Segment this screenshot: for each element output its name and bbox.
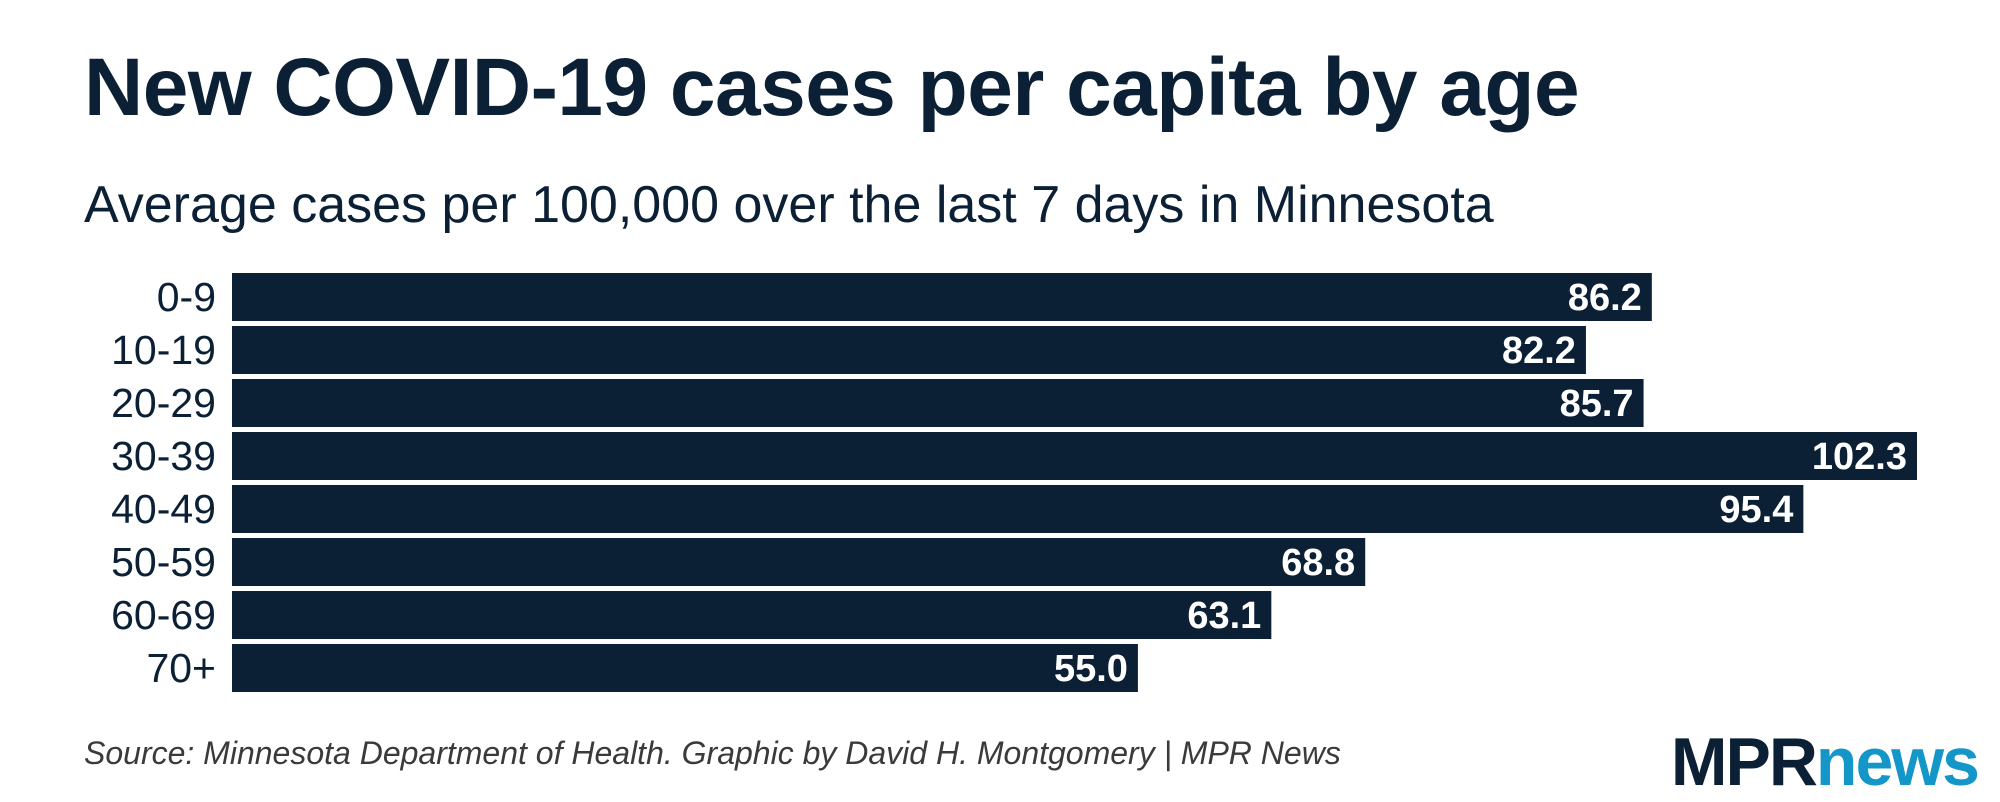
bar-70+ xyxy=(232,644,1138,692)
category-label-0-9: 0-9 xyxy=(157,274,216,320)
value-label-50-59: 68.8 xyxy=(1281,542,1355,584)
value-label-30-39: 102.3 xyxy=(1812,436,1907,478)
category-label-20-29: 20-29 xyxy=(111,380,216,426)
bar-20-29 xyxy=(232,379,1644,427)
bar-60-69 xyxy=(232,591,1272,639)
chart-subtitle: Average cases per 100,000 over the last … xyxy=(84,176,1494,234)
bar-40-49 xyxy=(232,485,1804,533)
value-label-70+: 55.0 xyxy=(1054,648,1128,690)
bar-chart: 0-9 86.2 10-19 82.2 20-29 85.7 30-39 102.3 40-49… xyxy=(111,273,1917,692)
value-label-60-69: 63.1 xyxy=(1187,595,1261,637)
category-label-30-39: 30-39 xyxy=(111,433,216,479)
value-label-10-19: 82.2 xyxy=(1502,330,1576,372)
bar-30-39 xyxy=(232,432,1917,480)
value-label-20-29: 85.7 xyxy=(1560,383,1634,425)
bar-10-19 xyxy=(232,326,1586,374)
category-label-70+: 70+ xyxy=(146,645,216,691)
source-note: Source: Minnesota Department of Health. … xyxy=(84,735,1341,771)
logo-news-text: news xyxy=(1815,724,1980,800)
mpr-news-logo: MPRnews xyxy=(1670,722,1980,802)
value-label-0-9: 86.2 xyxy=(1568,277,1642,319)
category-label-40-49: 40-49 xyxy=(111,486,216,532)
category-label-50-59: 50-59 xyxy=(111,539,216,585)
category-label-10-19: 10-19 xyxy=(111,327,216,373)
category-label-60-69: 60-69 xyxy=(111,592,216,638)
chart-title: New COVID-19 cases per capita by age xyxy=(84,42,1580,133)
bar-50-59 xyxy=(232,538,1366,586)
bar-0-9 xyxy=(232,273,1652,321)
value-label-40-49: 95.4 xyxy=(1719,489,1793,531)
logo-mpr-text: MPR xyxy=(1670,724,1818,800)
